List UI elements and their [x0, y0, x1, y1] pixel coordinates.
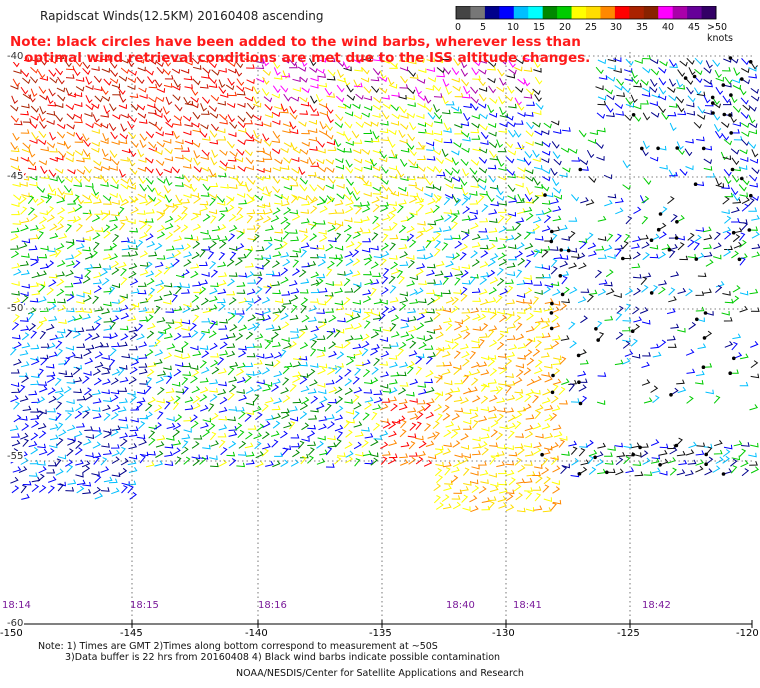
scale-label: 15 [533, 22, 546, 33]
grid-lines [8, 52, 752, 622]
lat-label-45: -45 [6, 171, 25, 182]
notice-line-2: optimal wind retrieval conditions are me… [10, 50, 591, 66]
time-label: 18:42 [642, 600, 671, 611]
scale-swatch [687, 6, 703, 19]
time-label: 18:16 [258, 600, 287, 611]
scale-swatch [484, 6, 500, 19]
lon-label-145: -145 [120, 628, 143, 639]
time-label: 18:14 [2, 600, 31, 611]
scale-swatch [499, 6, 515, 19]
time-label: 18:40 [446, 600, 475, 611]
scale-swatch [629, 6, 645, 19]
footer-note-2: 3)Data buffer is 22 hrs from 20160408 4)… [65, 652, 501, 663]
lon-label-120: -120 [736, 628, 759, 639]
scale-label: 30 [610, 22, 623, 33]
lon-label-150: -150 [0, 628, 23, 639]
scale-swatch [672, 6, 688, 19]
scale-swatch [557, 6, 573, 19]
lat-label-40: -40 [6, 51, 25, 62]
scale-label: 40 [662, 22, 675, 33]
time-label: 18:41 [513, 600, 542, 611]
scale-label: 35 [636, 22, 649, 33]
scale-label: 20 [559, 22, 572, 33]
scale-swatch [571, 6, 587, 19]
time-label: 18:15 [130, 600, 159, 611]
footer-credit: NOAA/NESDIS/Center for Satellite Applica… [236, 668, 524, 679]
scale-label: 5 [480, 22, 487, 33]
scale-label: 10 [507, 22, 520, 33]
lon-label-125: -125 [617, 628, 640, 639]
scale-swatch [643, 6, 659, 19]
scale-swatch [658, 6, 674, 19]
scale-swatch [701, 6, 717, 19]
notice-text: Note: black circles have been added to t… [10, 34, 590, 66]
map-title: Rapidscat Winds(12.5KM) 20160408 ascendi… [40, 9, 324, 23]
lat-label-50: -50 [6, 303, 25, 314]
map-frame [7, 620, 753, 628]
lon-label-140: -140 [245, 628, 268, 639]
scale-swatch [456, 6, 471, 19]
scale-label: 45 [688, 22, 701, 33]
scale-label: >50 knots [707, 22, 734, 44]
lon-label-130: -130 [492, 628, 515, 639]
wind-barbs-layer [9, 54, 760, 513]
scale-swatch [470, 6, 486, 19]
notice-line-1: Note: black circles have been added to t… [10, 34, 581, 50]
scale-swatch [600, 6, 616, 19]
lat-label-60: -60 [6, 618, 25, 629]
scale-swatch [586, 6, 601, 19]
lat-label-55: -55 [6, 451, 25, 462]
scale-swatch [542, 6, 558, 19]
scale-swatch [614, 6, 630, 19]
scale-label: 25 [585, 22, 598, 33]
lon-label-135: -135 [369, 628, 392, 639]
scale-swatch [513, 6, 529, 19]
wind-speed-color-scale: 0 5 10 15 20 25 30 35 40 45 >50 knots [455, 5, 733, 44]
footer-note-1: Note: 1) Times are GMT 2)Times along bot… [38, 641, 438, 652]
scale-swatch [528, 6, 544, 19]
scale-label: 0 [455, 22, 462, 33]
